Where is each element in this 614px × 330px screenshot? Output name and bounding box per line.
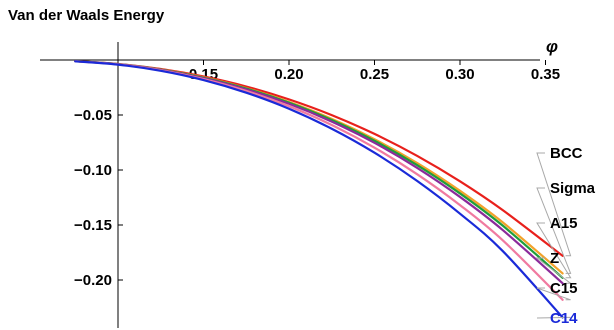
legend-label-sigma: Sigma (550, 180, 596, 197)
legend-label-c15: C15 (550, 280, 578, 297)
legend-leader-line (536, 316, 571, 319)
series-lines (74, 60, 564, 319)
legend-label-c14: C14 (550, 310, 578, 327)
ticks: 0.15 0.20 0.25 0.30 0.35−0.05−0.10−0.15−0.20 (74, 60, 560, 289)
series-line-c14 (74, 60, 564, 319)
y-tick-label: −0.05 (74, 107, 112, 124)
y-tick-label: −0.15 (74, 217, 112, 234)
series-line-a15 (74, 60, 564, 279)
series-line-z (74, 60, 564, 285)
x-tick-label: 0.35 (531, 66, 560, 83)
y-tick-label: −0.10 (74, 162, 112, 179)
chart-title: Van der Waals Energy (8, 7, 165, 24)
x-axis-label: φ (546, 37, 558, 56)
legend-leader-line (536, 152, 572, 257)
legend: BCC Sigma A15 Z C15 C14 (535, 145, 596, 327)
legend-leader-line (536, 222, 572, 279)
series-line-bcc (74, 60, 564, 257)
series-line-c15 (74, 60, 564, 301)
legend-label-bcc: BCC (550, 145, 583, 162)
legend-leader-line (535, 257, 573, 284)
x-tick-label: 0.30 (445, 66, 474, 83)
y-tick-label: −0.20 (74, 272, 112, 289)
legend-label-a15: A15 (550, 215, 578, 232)
legend-label-z: Z (550, 250, 559, 267)
legend-leader-line (536, 287, 571, 301)
x-tick-label: 0.25 (360, 66, 389, 83)
x-tick-label: 0.20 (274, 66, 303, 83)
series-line-sigma (74, 60, 564, 275)
